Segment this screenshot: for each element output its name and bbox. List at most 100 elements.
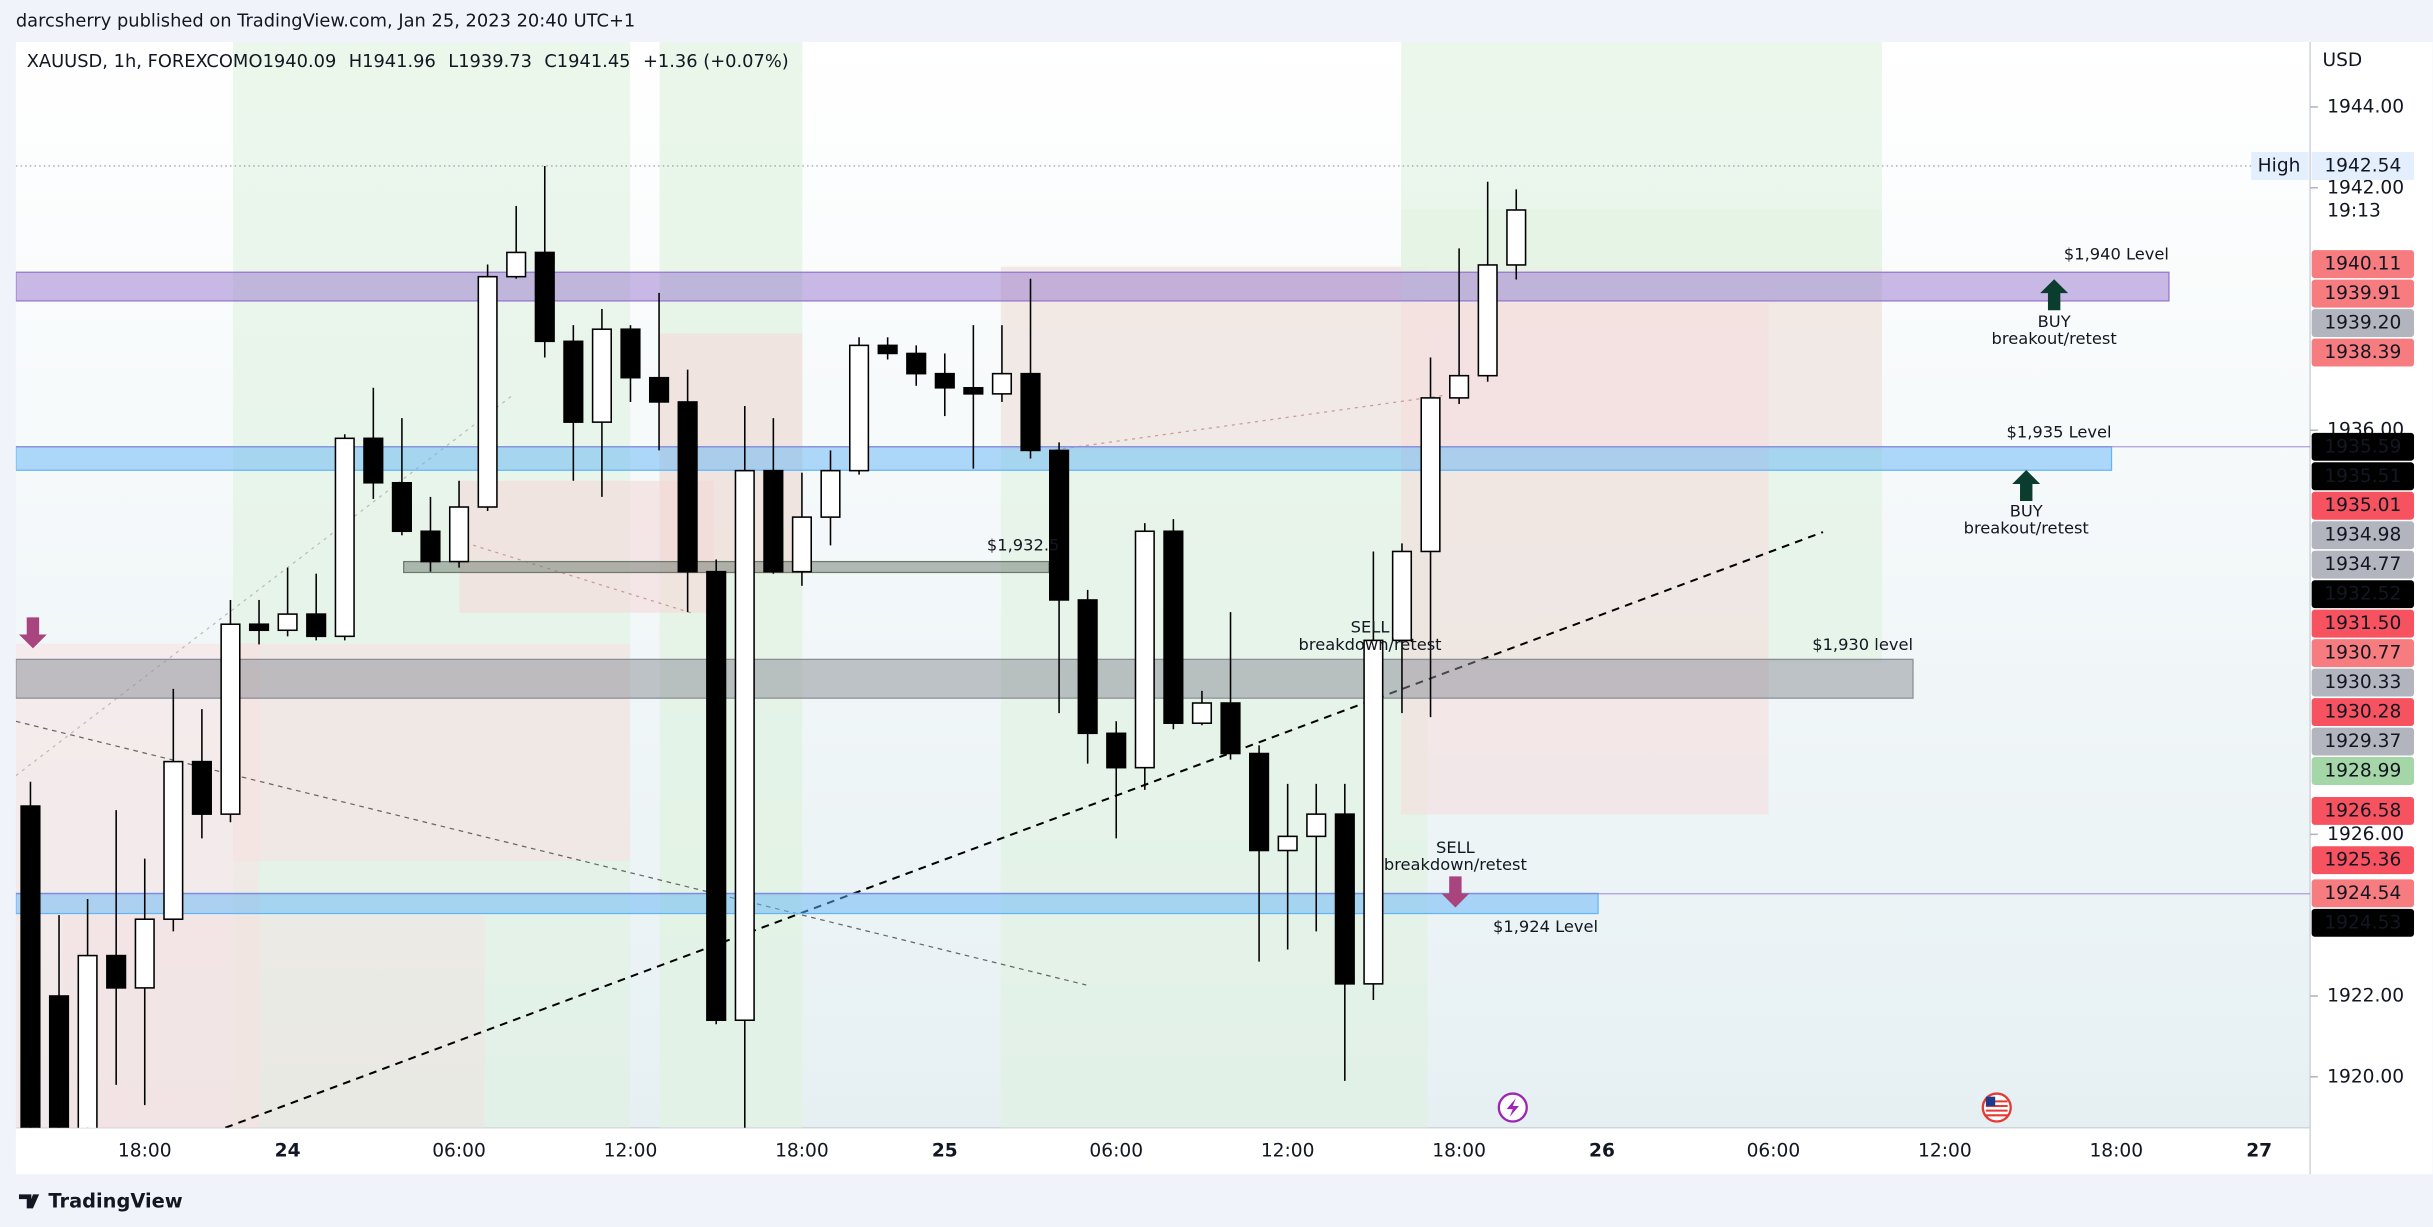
price-label: 1935.59 [2324,436,2401,457]
candle-body [1077,599,1098,735]
candle-body [1020,372,1041,452]
event-icon [1506,1098,1519,1117]
logo [18,1194,40,1209]
candle-body [848,344,870,472]
price-label: 1938.39 [2324,342,2401,363]
price-label: 1930.77 [2324,643,2401,664]
candle-body [791,516,813,573]
ohlc-value: +1.36 (+0.07%) [643,51,789,72]
symbol: XAUUSD, 1h, FOREXCOM [27,51,249,72]
price-label-bg [2311,462,2415,491]
candle-body [706,570,727,1022]
candle-body [1191,702,1213,724]
candle-body [391,481,412,533]
countdown: 19:13 [2327,201,2381,222]
x-tick-label: 18:00 [118,1140,172,1161]
arrow [1441,876,1470,908]
trend-line [15,720,1087,986]
ohlc-value: H1941.96 [349,51,436,72]
ohlc-value: L1939.73 [448,51,532,72]
level-label: $1,924 Level [1493,917,1598,936]
price-label-bg [2311,580,2415,609]
level-label: $1,932.5 [987,536,1059,555]
price-label: 1942.54 [2324,155,2401,176]
price-label-bg [2311,757,2415,785]
candle-body [477,275,498,508]
price-label-bg [2311,727,2415,756]
candle-body [963,387,984,395]
candle-body [191,760,212,815]
x-tick-label: 12:00 [1918,1140,1972,1161]
footer-brand: TradingView [48,1190,182,1213]
x-tick-label: 18:00 [2089,1140,2143,1161]
candle-body [220,623,241,815]
candle-body [306,613,327,638]
price-label-bg [2311,698,2415,727]
price-label-bg [2311,250,2415,279]
level-label: $1,940 Level [2064,245,2169,264]
zone [62,915,485,1128]
candle-body [20,805,41,1128]
price-label: 1935.01 [2324,495,2401,516]
candle-body [1249,752,1270,852]
candle-body [334,437,355,638]
candle-body [277,613,298,632]
level-band [15,658,1914,699]
arrow [2040,279,2069,311]
level-band [15,892,1599,915]
candle-body [1134,530,1155,769]
candle-body [48,995,70,1128]
candle-body [420,530,441,563]
price-label-bg [2311,491,2415,520]
candle-body [1506,209,1527,266]
annotation-signal: SELL [1351,618,1390,637]
candle-body [906,352,927,375]
candle-body [991,372,1013,395]
price-label-bg [2311,668,2415,697]
price-label-bg [2311,521,2415,550]
annotation-signal: BUY [2038,312,2071,331]
price-label-bg [2311,908,2415,937]
candle-body [534,251,555,343]
price-label: 1935.51 [2324,466,2401,487]
candle-body [1477,264,1498,377]
candle-body [1334,813,1355,985]
price-label-bg [2311,796,2415,825]
price-label-bg [2311,338,2415,367]
candle-body [1106,732,1127,769]
level-band [403,560,1050,574]
publisher: darcsherry published on TradingView.com,… [16,11,635,32]
annotation-text: breakdown/retest [1384,855,1527,874]
price-label: 1940.11 [2324,254,2401,275]
price-label: 1932.52 [2324,584,2401,605]
level-label: $1,930 level [1812,635,1913,654]
level-label: $1,935 Level [2007,422,2112,441]
y-tick-label: 1922.00 [2327,985,2404,1006]
candle-body [1420,397,1441,553]
candle-body [877,344,898,355]
x-tick-label: 26 [1589,1140,1615,1161]
candle-body [363,437,384,484]
price-label-bg [2311,609,2415,638]
high-tag-label: High [2258,155,2301,176]
candle-body [563,340,584,423]
candle-body [448,506,470,563]
annotation-text: breakout/retest [1964,518,2089,537]
candle-body [506,251,527,278]
high-tag [2251,151,2309,180]
candle-body [677,401,698,573]
y-tick-label: 1942.00 [2327,177,2404,198]
candle-body [934,372,955,389]
trend-line [224,531,1824,1128]
x-tick-label: 12:00 [604,1140,658,1161]
candle-body [620,328,641,379]
price-label-bg [2311,432,2415,461]
price-label-bg [2311,639,2415,668]
arrow [2012,470,2041,502]
annotation-text: breakdown/retest [1299,635,1442,654]
candle-body [591,328,612,423]
ohlc-value: O1940.09 [249,51,337,72]
x-tick-label: 25 [932,1140,958,1161]
x-tick-label: 18:00 [1432,1140,1486,1161]
